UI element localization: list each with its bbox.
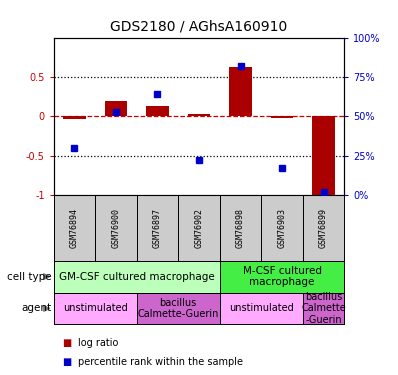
Text: unstimulated: unstimulated	[63, 303, 128, 313]
Text: ■: ■	[62, 357, 71, 367]
Text: GSM76903: GSM76903	[277, 208, 287, 248]
Text: GSM76894: GSM76894	[70, 208, 79, 248]
Bar	[63, 116, 86, 119]
Text: GSM76899: GSM76899	[319, 208, 328, 248]
Text: ■: ■	[62, 338, 71, 348]
Bar	[95, 195, 137, 261]
Text: log ratio: log ratio	[78, 338, 118, 348]
Text: M-CSF cultured
macrophage: M-CSF cultured macrophage	[242, 266, 322, 287]
Text: GSM76900: GSM76900	[111, 208, 121, 248]
Text: unstimulated: unstimulated	[229, 303, 294, 313]
Bar	[187, 114, 211, 116]
Bar	[146, 106, 169, 116]
Text: bacillus
Calmette
-Guerin: bacillus Calmette -Guerin	[301, 292, 346, 325]
Bar	[303, 292, 344, 324]
Bar	[312, 116, 335, 195]
Bar	[220, 292, 303, 324]
Bar	[54, 292, 137, 324]
Bar	[271, 116, 293, 118]
Bar	[54, 261, 220, 292]
Bar	[229, 68, 252, 116]
Text: agent: agent	[21, 303, 52, 313]
Bar	[137, 292, 220, 324]
Bar	[137, 195, 178, 261]
Text: percentile rank within the sample: percentile rank within the sample	[78, 357, 243, 367]
Bar	[261, 195, 303, 261]
Bar	[303, 195, 344, 261]
Text: GSM76898: GSM76898	[236, 208, 245, 248]
Title: GDS2180 / AGhsA160910: GDS2180 / AGhsA160910	[110, 20, 288, 33]
Text: GSM76902: GSM76902	[195, 208, 203, 248]
Bar	[220, 261, 344, 292]
Bar	[220, 195, 261, 261]
Text: cell type: cell type	[7, 272, 52, 282]
Bar	[54, 195, 95, 261]
Text: GM-CSF cultured macrophage: GM-CSF cultured macrophage	[59, 272, 215, 282]
Text: GSM76897: GSM76897	[153, 208, 162, 248]
Bar	[105, 100, 127, 116]
Bar	[178, 195, 220, 261]
Text: bacillus
Calmette-Guerin: bacillus Calmette-Guerin	[138, 298, 219, 319]
